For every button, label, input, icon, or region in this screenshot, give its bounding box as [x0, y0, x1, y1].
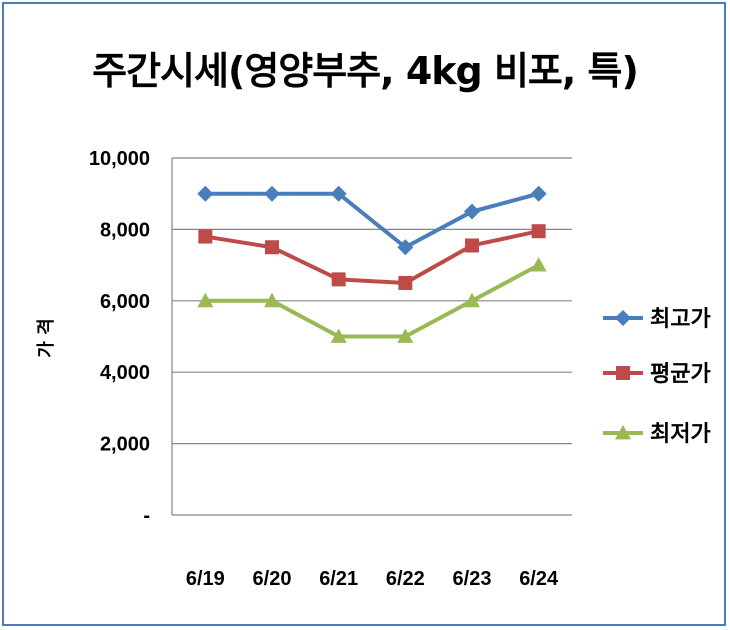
data-point — [398, 275, 413, 290]
legend-label: 평균가 — [650, 362, 711, 387]
chart-title: 주간시세(영양부추, 4kg 비포, 특) — [92, 49, 639, 93]
y-tick-label: 4,000 — [100, 362, 150, 384]
x-tick-label: 6/22 — [386, 568, 425, 590]
x-tick-label: 6/19 — [186, 568, 225, 590]
x-tick-label: 6/21 — [319, 568, 358, 590]
series-line — [205, 191, 540, 250]
legend-marker — [615, 425, 631, 440]
series-line — [205, 229, 540, 285]
data-point — [331, 272, 346, 287]
data-point — [264, 185, 280, 202]
data-point — [464, 292, 480, 308]
y-axis-label: 가 격 — [36, 318, 57, 357]
x-tick-label: 6/20 — [253, 568, 292, 590]
x-tick-label: 6/23 — [453, 568, 492, 590]
legend-label: 최저가 — [650, 422, 711, 447]
x-tick-label: 6/24 — [519, 568, 559, 590]
data-point — [530, 257, 547, 272]
series-line — [205, 263, 540, 339]
data-point — [531, 224, 546, 239]
data-point — [465, 238, 479, 253]
data-point — [265, 240, 279, 255]
data-point — [198, 229, 213, 244]
data-point — [397, 328, 414, 343]
legend-marker — [616, 366, 630, 380]
y-tick-label: - — [143, 505, 150, 527]
data-point — [264, 292, 280, 308]
legend-label: 최고가 — [650, 307, 711, 332]
data-point — [330, 185, 347, 202]
data-point — [530, 185, 547, 202]
legend-marker — [615, 310, 631, 326]
y-tick-label: 2,000 — [100, 434, 150, 456]
y-tick-label: 10,000 — [89, 148, 150, 170]
y-tick-label: 6,000 — [100, 291, 150, 313]
data-point — [464, 203, 480, 220]
y-tick-label: 8,000 — [100, 219, 150, 241]
data-point — [330, 328, 347, 343]
data-point — [197, 292, 214, 308]
data-point — [197, 185, 214, 202]
data-point — [397, 239, 414, 256]
